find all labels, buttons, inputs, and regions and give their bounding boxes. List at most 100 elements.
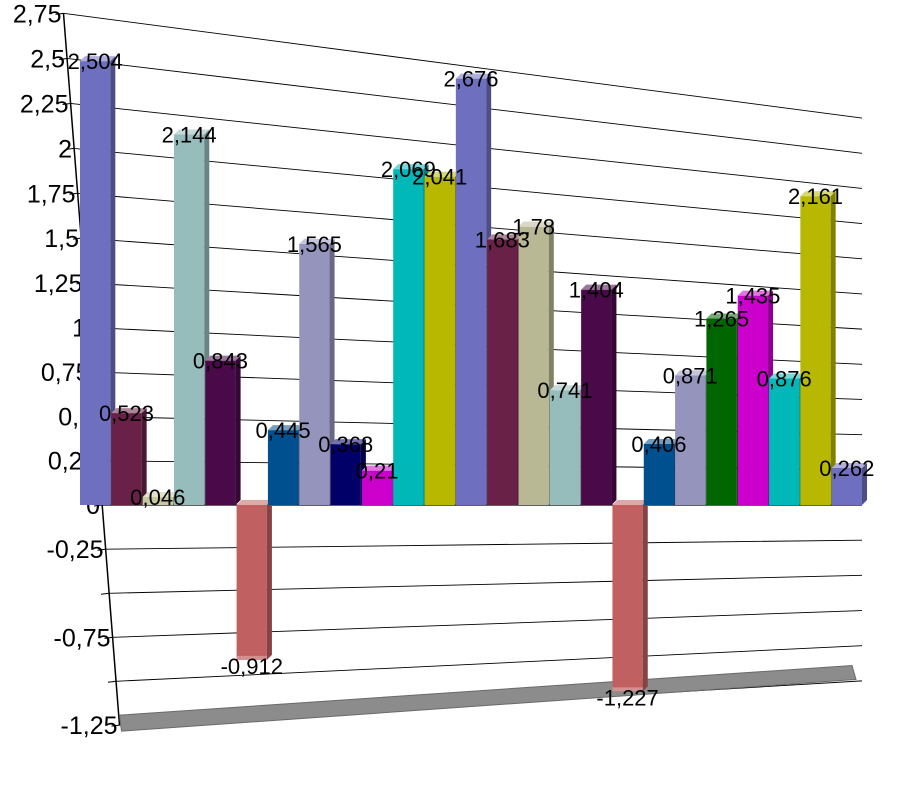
- tick-mark: [72, 237, 82, 240]
- bar-side: [862, 462, 867, 505]
- bar-top: [737, 290, 774, 296]
- bar: [393, 164, 429, 505]
- bar-front: [769, 378, 800, 505]
- data-label: 0,876: [757, 366, 812, 391]
- data-label: -1,227: [596, 685, 658, 710]
- bar-front: [549, 390, 581, 505]
- bar-top: [831, 462, 867, 468]
- bar-top: [236, 500, 272, 505]
- bar-top: [142, 491, 178, 497]
- tick-mark: [65, 147, 75, 150]
- data-label: -0,912: [221, 654, 283, 679]
- tick-mark: [62, 102, 71, 105]
- bar-front: [361, 470, 393, 505]
- data-label: 0,21: [356, 459, 399, 484]
- data-label: 2,504: [68, 49, 123, 74]
- y-tick-label: 1,25: [34, 270, 83, 298]
- bar-front: [675, 375, 706, 505]
- bar-top: [424, 171, 460, 177]
- bars: [80, 56, 867, 692]
- bar-front: [581, 289, 612, 505]
- bar-front: [111, 413, 142, 505]
- data-label: 0,445: [256, 418, 311, 443]
- bar-front: [643, 443, 675, 505]
- bar-top: [581, 284, 617, 290]
- bar-front: [205, 360, 236, 505]
- bar: [80, 56, 116, 505]
- data-label: 2,041: [412, 165, 467, 190]
- gridline: [108, 574, 863, 594]
- bar-front: [80, 61, 111, 505]
- bar: [424, 171, 460, 505]
- bar-top: [393, 164, 429, 170]
- bar-top: [111, 408, 147, 414]
- bar-front: [706, 318, 737, 505]
- y-tick-label: 1,5: [44, 225, 79, 253]
- bar-top: [518, 221, 554, 227]
- bar-side: [642, 500, 648, 692]
- y-tick-label: 2: [58, 135, 72, 163]
- bar: [612, 500, 648, 692]
- bar: [299, 238, 335, 505]
- bar-front: [424, 176, 455, 505]
- gridline: [105, 539, 863, 550]
- bar: [173, 129, 210, 505]
- bar: [111, 408, 147, 505]
- bar: [581, 284, 617, 505]
- y-tick-label: -0,75: [54, 624, 111, 652]
- bar-front: [831, 467, 862, 505]
- data-label: 1,435: [725, 284, 780, 309]
- tick-mark: [58, 57, 68, 60]
- bar-side: [110, 56, 116, 505]
- bar: [236, 500, 272, 660]
- bar: [706, 313, 742, 505]
- bar-front: [236, 505, 267, 660]
- bar-front: [173, 134, 205, 505]
- tick-mark: [93, 504, 103, 507]
- bar-front: [612, 505, 643, 692]
- data-label: 2,676: [443, 67, 498, 92]
- data-label: 1,265: [694, 307, 749, 332]
- gridline: [112, 610, 863, 638]
- bar-top: [549, 385, 586, 391]
- bar-side: [830, 191, 836, 506]
- bar: [831, 462, 867, 505]
- bar: [800, 191, 836, 506]
- chart-floor: [118, 664, 857, 732]
- bar-bottom-cap: [612, 687, 643, 692]
- bar-top: [205, 355, 241, 361]
- gridline: [63, 12, 863, 119]
- bar-front: [267, 430, 299, 505]
- bar-top: [487, 234, 523, 240]
- bar-front: [487, 239, 518, 505]
- bar: [769, 373, 805, 505]
- bar-front: [737, 295, 769, 505]
- data-label: 1,683: [475, 227, 530, 252]
- bar-top: [675, 370, 711, 376]
- data-label: 0,368: [318, 432, 373, 457]
- bar-side: [266, 500, 272, 660]
- bar-top: [800, 191, 836, 197]
- bar-front: [393, 169, 424, 505]
- data-label: 1,565: [287, 232, 342, 257]
- y-tick-label: -0,25: [47, 536, 104, 564]
- bar: [205, 355, 241, 505]
- bar-top: [769, 373, 805, 379]
- bar-front: [800, 196, 831, 506]
- bar: [518, 221, 554, 505]
- bar-top: [80, 56, 116, 62]
- data-label: 0,843: [193, 349, 248, 374]
- floor-slab: [118, 664, 857, 732]
- gridline: [115, 645, 863, 682]
- tick-mark: [69, 192, 78, 195]
- bar-bottom-cap: [236, 655, 267, 660]
- bar-top: [330, 439, 366, 445]
- bar-top: [612, 500, 648, 505]
- bar-top: [455, 73, 492, 79]
- y-tick-label: 2,75: [13, 0, 62, 28]
- data-labels: 2,504 0,523 0,046 2,144 0,843 -0,912 0,445 1,56…: [68, 49, 875, 710]
- tick-mark: [111, 724, 120, 727]
- y-tick-label: -1,25: [61, 712, 118, 740]
- bar: [487, 234, 523, 505]
